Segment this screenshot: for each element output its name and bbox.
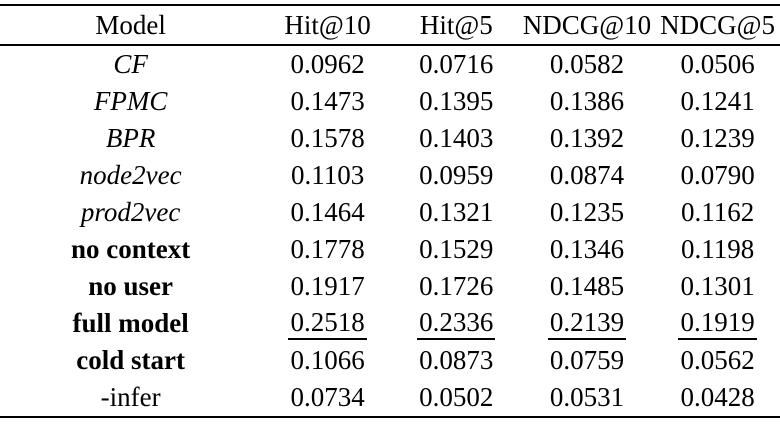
metric-value-cell: 0.1346 (549, 234, 625, 264)
metric-value-cell: 0.1726 (419, 271, 494, 301)
metric-value-cell: 0.1239 (680, 123, 755, 153)
model-name-cell: no context (71, 234, 191, 264)
table-row: CF 0.0962 0.0716 0.0582 0.0506 (0, 45, 780, 83)
metric-value-cell: 0.1162 (680, 197, 755, 227)
metric-value-cell: 0.1919 (655, 305, 780, 342)
metric-value-cell: 0.0962 (290, 49, 365, 79)
metric-value-cell: 0.0790 (680, 160, 755, 190)
metric-value-cell: 0.1578 (290, 123, 365, 153)
table-row: BPR 0.1578 0.1403 0.1392 0.1239 (0, 120, 780, 157)
metric-value-cell: 0.0428 (680, 382, 755, 412)
metric-value-cell: 0.1386 (549, 86, 625, 116)
column-header-ndcg-5: NDCG@5 (655, 5, 780, 46)
model-name-cell: FPMC (93, 86, 168, 116)
metric-value-cell: 0.1917 (290, 271, 365, 301)
metric-value-cell: 0.2139 (519, 305, 656, 342)
model-name-cell: full model (72, 308, 189, 338)
column-header-ndcg-10: NDCG@10 (518, 5, 656, 46)
model-name-cell: node2vec (79, 160, 182, 190)
metric-value-cell: 0.1235 (549, 197, 625, 227)
model-name-cell: cold start (76, 345, 186, 375)
table-header: Model Hit@10 Hit@5 NDCG@10 NDCG@5 (0, 5, 780, 46)
metric-value-cell: 0.0582 (549, 49, 625, 79)
metric-value-cell: 0.1473 (290, 86, 365, 116)
column-header-hit-5: Hit@5 (393, 5, 519, 46)
table-row: -infer 0.0734 0.0502 0.0531 0.0428 (0, 379, 780, 417)
table-row: prod2vec 0.1464 0.1321 0.1235 0.1162 (0, 194, 780, 231)
metric-value-cell: 0.0873 (419, 345, 494, 375)
metric-value-cell: 0.1198 (680, 234, 755, 264)
column-header-model: Model (0, 5, 262, 46)
table-body: CF 0.0962 0.0716 0.0582 0.0506 FPMC 0.1473 0.13… (0, 45, 780, 417)
metric-value-cell: 0.1529 (419, 234, 494, 264)
header-row: Model Hit@10 Hit@5 NDCG@10 NDCG@5 (0, 5, 780, 46)
metric-value-cell: 0.2518 (261, 305, 394, 342)
metric-value-cell: 0.0502 (419, 382, 494, 412)
table-row: no context 0.1778 0.1529 0.1346 0.1198 (0, 231, 780, 268)
metric-value-cell: 0.0759 (549, 345, 625, 375)
metric-value-cell: 0.1321 (419, 197, 494, 227)
metric-value-cell: 0.2336 (394, 305, 519, 342)
metric-value-cell: 0.1403 (419, 123, 494, 153)
metric-value-cell: 0.0874 (549, 160, 625, 190)
table-row: cold start 0.1066 0.0873 0.0759 0.0562 (0, 342, 780, 379)
model-name-cell: no user (88, 271, 174, 301)
table-row: FPMC 0.1473 0.1395 0.1386 0.1241 (0, 83, 780, 120)
column-header-hit-10: Hit@10 (261, 5, 394, 46)
best-metric-value: 0.2518 (288, 308, 367, 340)
model-name-cell: prod2vec (80, 197, 181, 227)
best-metric-value: 0.2336 (417, 308, 496, 340)
best-metric-value: 0.1919 (678, 308, 757, 340)
metric-value-cell: 0.1395 (419, 86, 494, 116)
metric-value-cell: 0.0716 (419, 49, 494, 79)
table-row: no user 0.1917 0.1726 0.1485 0.1301 (0, 268, 780, 305)
model-name-cell: -infer (100, 382, 161, 412)
metric-value-cell: 0.0562 (680, 345, 755, 375)
metric-value-cell: 0.0506 (680, 49, 755, 79)
model-name-cell: BPR (105, 123, 156, 153)
metric-value-cell: 0.1485 (549, 271, 625, 301)
metric-value-cell: 0.0959 (419, 160, 494, 190)
metric-value-cell: 0.1066 (290, 345, 365, 375)
metric-value-cell: 0.1301 (680, 271, 755, 301)
metric-value-cell: 0.1778 (290, 234, 365, 264)
metric-value-cell: 0.0734 (290, 382, 365, 412)
best-metric-value: 0.2139 (547, 308, 627, 340)
metric-value-cell: 0.1392 (549, 123, 625, 153)
metric-value-cell: 0.1241 (680, 86, 755, 116)
metric-value-cell: 0.1103 (290, 160, 365, 190)
model-name-cell: CF (113, 49, 148, 79)
metric-value-cell: 0.0531 (549, 382, 625, 412)
metric-value-cell: 0.1464 (290, 197, 365, 227)
table-row: node2vec 0.1103 0.0959 0.0874 0.0790 (0, 157, 780, 194)
table-row: full model 0.2518 0.2336 0.2139 0.1919 (0, 305, 780, 342)
model-metrics-table: Model Hit@10 Hit@5 NDCG@10 NDCG@5 CF 0.0962 0.… (0, 4, 780, 418)
